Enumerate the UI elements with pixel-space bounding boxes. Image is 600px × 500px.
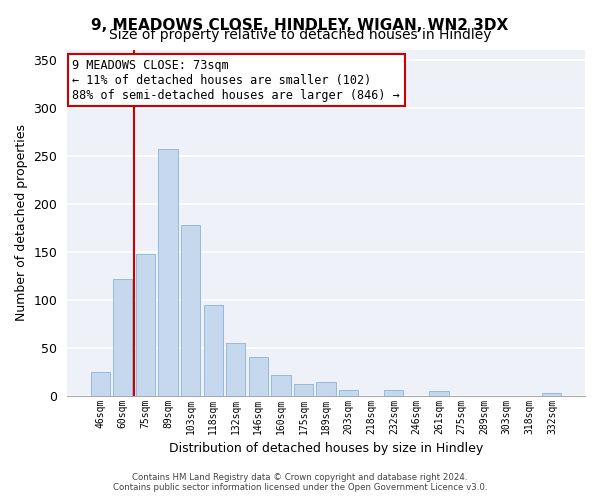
Text: Contains HM Land Registry data © Crown copyright and database right 2024.
Contai: Contains HM Land Registry data © Crown c… xyxy=(113,473,487,492)
Bar xyxy=(430,391,449,396)
Bar xyxy=(384,390,403,396)
Bar xyxy=(226,343,245,396)
Text: Size of property relative to detached houses in Hindley: Size of property relative to detached ho… xyxy=(109,28,491,42)
Bar xyxy=(158,149,178,396)
Bar xyxy=(294,384,313,396)
Bar xyxy=(181,224,200,396)
Text: 9, MEADOWS CLOSE, HINDLEY, WIGAN, WN2 3DX: 9, MEADOWS CLOSE, HINDLEY, WIGAN, WN2 3D… xyxy=(91,18,509,32)
Bar xyxy=(249,357,268,396)
Bar xyxy=(316,382,335,396)
Bar xyxy=(136,254,155,396)
Bar xyxy=(271,374,290,396)
Bar xyxy=(203,306,223,396)
Bar xyxy=(113,278,133,396)
Y-axis label: Number of detached properties: Number of detached properties xyxy=(15,124,28,322)
Bar xyxy=(91,372,110,396)
Text: 9 MEADOWS CLOSE: 73sqm
← 11% of detached houses are smaller (102)
88% of semi-de: 9 MEADOWS CLOSE: 73sqm ← 11% of detached… xyxy=(73,58,400,102)
Bar xyxy=(542,393,562,396)
X-axis label: Distribution of detached houses by size in Hindley: Distribution of detached houses by size … xyxy=(169,442,483,455)
Bar xyxy=(339,390,358,396)
